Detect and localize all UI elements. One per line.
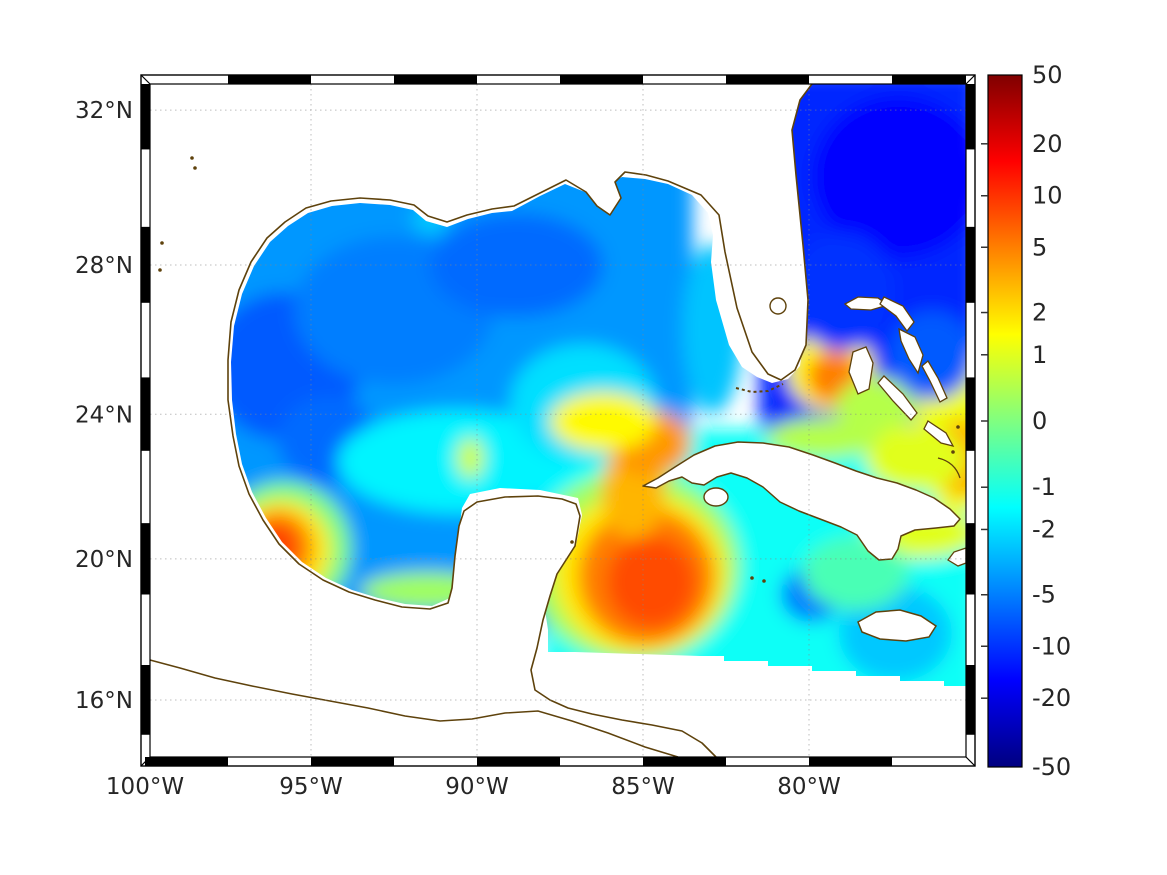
x-tick-label: 95°W — [279, 774, 343, 800]
coastline-mainland — [227, 83, 813, 758]
frame-tick-right — [966, 377, 975, 451]
colorbar-tick-label: -1 — [1032, 473, 1056, 501]
frame-tick-top — [394, 75, 477, 84]
islet-speck — [160, 241, 164, 245]
coastline-long-island — [923, 420, 955, 447]
islet-speck — [158, 268, 162, 272]
frame-tick-left — [141, 84, 150, 150]
coastline-cuba — [642, 441, 961, 561]
frame-layer — [140, 74, 976, 767]
frame-tick-right — [966, 84, 975, 150]
islet-speck — [951, 450, 955, 454]
x-tick-label: 90°W — [445, 774, 509, 800]
islet-speck — [750, 576, 754, 580]
field-blob-mid-gulf-yellow-spike — [457, 437, 484, 479]
coastline-florida-keys — [735, 383, 784, 394]
frame-corner-bevel — [965, 74, 976, 85]
y-tick-label: 28°N — [75, 253, 133, 279]
colorbar-tick-label: -2 — [1032, 515, 1056, 543]
frame-tick-top — [892, 75, 966, 84]
colorbar-gradient — [987, 74, 1023, 768]
x-tick-label: 80°W — [777, 774, 841, 800]
frame-tick-left — [141, 523, 150, 595]
islet-speck — [956, 425, 960, 429]
coastline-isla-juventud — [703, 487, 729, 507]
colorbar-tick-label: 5 — [1032, 233, 1047, 261]
x-axis-labels: 100°W 95°W 90°W 85°W 80°W — [106, 774, 841, 800]
frame-tick-top — [228, 75, 311, 84]
y-axis-labels: 32°N 28°N 24°N 20°N 16°N — [75, 98, 133, 714]
colorbar-tick-label: 2 — [1032, 299, 1047, 327]
islet-speck — [193, 166, 197, 170]
x-tick-label: 85°W — [611, 774, 675, 800]
colorbar-tick-label: 1 — [1032, 341, 1047, 369]
colorbar-tick-label: 50 — [1032, 61, 1063, 89]
frame-tick-top — [726, 75, 809, 84]
frame-tick-left — [141, 226, 150, 303]
frame-tick-top — [560, 75, 643, 84]
frame-corner-bevel — [140, 74, 151, 85]
coastline-andros — [848, 346, 874, 395]
field-blob-nw-cuba-yellow-cap — [550, 391, 657, 452]
frame-tick-right — [966, 226, 975, 303]
coastline-layer — [149, 83, 970, 758]
frame-tick-left — [141, 377, 150, 451]
field-blob-atlantic-deep — [812, 95, 966, 259]
frame-tick-right — [966, 523, 975, 595]
coastline-pacific — [149, 659, 679, 758]
lake-okeechobee — [769, 297, 787, 315]
x-tick-label: 100°W — [106, 774, 184, 800]
field-blob-ne-bahamas-blue — [888, 310, 966, 400]
islet-speck — [570, 540, 574, 544]
coastline-cat-island — [921, 360, 948, 403]
colorbar-tick-label: 20 — [1032, 130, 1063, 158]
y-tick-label: 24°N — [75, 402, 133, 428]
grid-layer — [150, 84, 966, 757]
coastline-cay-arc — [937, 457, 961, 479]
islet-speck — [762, 579, 766, 583]
frame-tick-bottom — [809, 757, 892, 766]
field-blob-atlantic-deep-south — [789, 232, 896, 351]
colorbar-tick-label: -50 — [1032, 753, 1071, 781]
frame-tick-bottom — [145, 757, 228, 766]
field-blob-carib-core — [606, 535, 697, 629]
colorbar-tick-label: -20 — [1032, 684, 1071, 712]
colorbar-tick-label: -5 — [1032, 581, 1056, 609]
islet-speck — [190, 156, 194, 160]
field-blob-gulf-north-blue — [430, 213, 604, 317]
frame-corner-bevel — [140, 756, 151, 767]
field-blob-gulf-south-cyan — [337, 409, 577, 514]
coastline-abaco — [879, 296, 915, 333]
frame-tick-left — [141, 665, 150, 735]
y-tick-label: 32°N — [75, 98, 133, 124]
frame-tick-right — [966, 665, 975, 735]
frame-tick-bottom — [311, 757, 394, 766]
frame-tick-bottom — [477, 757, 560, 766]
coastline-jamaica — [857, 609, 938, 642]
y-tick-label: 20°N — [75, 547, 133, 573]
land-mainland — [150, 84, 812, 757]
colorbar-tick-label: -10 — [1032, 632, 1071, 660]
colorbar-tick-label: 0 — [1032, 407, 1047, 435]
y-tick-label: 16°N — [75, 688, 133, 714]
coastline-eleuthera — [898, 327, 924, 375]
colorbar-tick-label: 10 — [1032, 182, 1063, 210]
frame-tick-bottom — [643, 757, 726, 766]
coastline-exuma — [877, 375, 918, 421]
frame-corner-bevel — [965, 756, 976, 767]
